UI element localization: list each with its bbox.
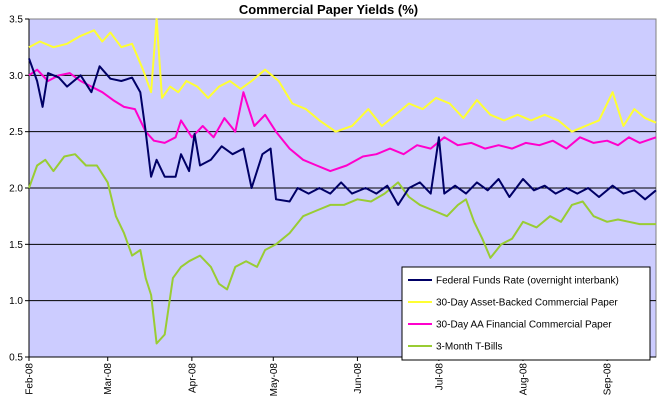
y-tick-label: 3.0: [9, 71, 23, 82]
legend-label: Federal Funds Rate (overnight interbank): [436, 276, 619, 287]
x-tick-label: Apr-08: [187, 363, 198, 393]
x-axis-ticks: Feb-08 Mar-08 Apr-08 May-08 Jun-08 Jul-08 Aug-…: [25, 357, 614, 396]
legend-box: [401, 266, 651, 361]
x-tick-label: Sep-08: [603, 363, 614, 396]
x-tick-label: Feb-08: [25, 363, 36, 395]
y-tick-label: 2.5: [9, 127, 23, 138]
series-line-1: [28, 58, 657, 206]
series-lines: [28, 18, 657, 345]
legend: Federal Funds Rate (overnight interbank)…: [401, 266, 651, 361]
legend-label: 3-Month T-Bills: [436, 342, 503, 353]
y-tick-label: 1.0: [9, 296, 23, 307]
x-tick-label: Mar-08: [103, 363, 114, 395]
chart-title: Commercial Paper Yields (%): [238, 2, 419, 17]
legend-label: 30-Day Asset-Backed Commercial Paper: [436, 298, 618, 309]
legend-label: 30-Day AA Financial Commercial Paper: [436, 320, 612, 331]
series-line-3: [28, 68, 657, 173]
gridlines: [29, 74, 656, 302]
y-axis-ticks: 0.5 1.0 1.5 2.0 2.5 3.0 3.5: [9, 15, 656, 364]
y-tick-label: 0.5: [9, 353, 23, 364]
y-tick-label: 2.0: [9, 184, 23, 195]
y-tick-label: 3.5: [9, 15, 23, 26]
x-tick-label: Jul-08: [434, 363, 445, 391]
x-tick-label: May-08: [269, 363, 280, 397]
series-line-4: [28, 153, 656, 345]
x-tick-label: Jun-08: [353, 363, 364, 394]
x-tick-label: Aug-08: [519, 363, 530, 396]
y-tick-label: 1.5: [9, 240, 23, 251]
series-line-2: [28, 18, 657, 133]
